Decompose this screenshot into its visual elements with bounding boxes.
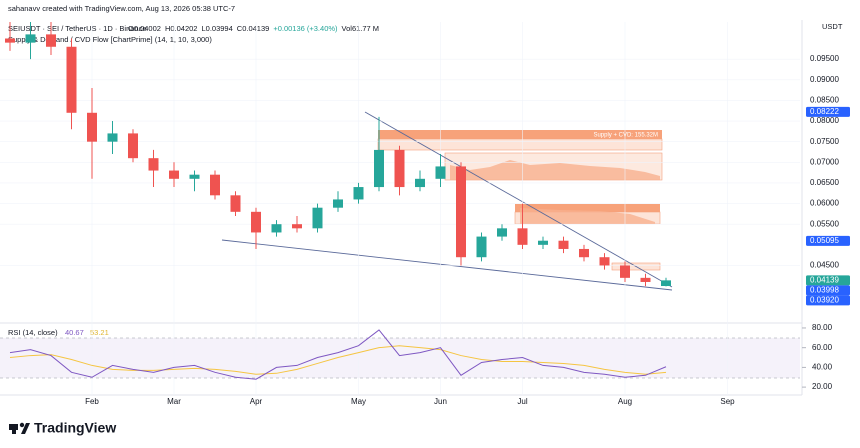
rsi-band [0, 338, 800, 378]
x-tick-label: Jun [434, 397, 447, 406]
credit: sahanavv created with TradingView.com, A… [8, 4, 235, 13]
ohlc-item: C0.04139 [237, 24, 270, 33]
candle-body [87, 112, 97, 142]
y-tick-label: 0.08000 [810, 116, 839, 125]
plot: 0.04500 0.05500 0.06000 0.06500 0.07000 0.075… [0, 22, 850, 406]
price-marker-label: 0.08222 [810, 107, 839, 116]
logo [9, 422, 30, 434]
candle-body [271, 224, 282, 233]
y-tick-label: 0.09000 [810, 75, 839, 84]
rsi-tick-label: 40.00 [812, 363, 833, 372]
candle-body [169, 170, 179, 179]
y-tick-label: 0.06500 [810, 178, 839, 187]
candle-body [497, 228, 507, 237]
y-tick-label: 0.09500 [810, 54, 839, 63]
zone-label: Supply + CVD: 155.32M [593, 133, 658, 139]
price-marker-label: 0.04139 [810, 275, 839, 284]
candle-body [394, 149, 405, 188]
x-tick-label: Feb [85, 397, 99, 406]
candle-body [5, 38, 15, 43]
candle-body [456, 166, 466, 258]
ohlc-item: O0.04002 [128, 24, 161, 33]
candle-body [230, 195, 241, 212]
price-marker-label: 0.03920 [810, 295, 839, 304]
candle-body [661, 280, 671, 287]
trendline [364, 111, 673, 288]
price-marker [806, 235, 850, 246]
symbol: SEIUSDT · SEI / TetherUS · 1D · Binance [8, 24, 147, 33]
candle-body [46, 34, 56, 47]
candle-body [538, 240, 548, 245]
price-marker [806, 295, 850, 306]
candle-body [189, 174, 200, 179]
price-marker-label: 0.03998 [810, 285, 839, 294]
candle-body [66, 46, 77, 113]
y-tick-label: 0.04500 [810, 261, 839, 270]
ohlc-readout: O0.04002 H0.04202 L0.03994 C0.04139 +0.00136… [128, 24, 379, 33]
candle-body [599, 257, 610, 266]
x-tick-label: May [351, 397, 366, 406]
brand: TradingView [34, 420, 116, 436]
rsi-title: RSI (14, close) [8, 328, 58, 337]
candles [5, 22, 671, 287]
candle-body [476, 236, 487, 258]
trendline [221, 239, 673, 291]
indicator: Supply & Demand / CVD Flow [ChartPrime] … [8, 35, 212, 44]
y-tick-label: 0.08500 [810, 96, 839, 105]
candle-body [620, 265, 630, 278]
y-tick-label: 0.07000 [810, 157, 839, 166]
ohlc-item: L0.03994 [201, 24, 232, 33]
rsi-tick-label: 80.00 [812, 323, 833, 332]
rsi-ma-value: 53.21 [90, 328, 109, 337]
rsi-tick-label: 20.00 [812, 382, 833, 391]
candle-body [374, 149, 384, 188]
candle-body [640, 277, 651, 282]
x-tick-label: Apr [250, 397, 263, 406]
price-marker [806, 275, 850, 286]
zone [377, 138, 663, 151]
candle-body [312, 207, 323, 229]
cvd-area [450, 160, 660, 180]
candle-body [148, 158, 159, 171]
candle-body [558, 240, 569, 249]
rsi-ma-line [9, 345, 667, 375]
rsi-value: 40.67 [65, 328, 84, 337]
x-tick-label: Mar [167, 397, 181, 406]
y-tick-label: 0.05500 [810, 219, 839, 228]
supply-zones: Supply + CVD: 155.32M [377, 130, 663, 271]
y-tick-label: 0.07500 [810, 137, 839, 146]
zone-top [515, 204, 660, 212]
y-tick-label: 0.06000 [810, 199, 839, 208]
ohlc-item: Vol61.77 M [342, 24, 380, 33]
price-marker [806, 285, 850, 296]
candle-body [292, 224, 302, 229]
candle-body [435, 166, 446, 179]
x-tick-label: Aug [618, 397, 632, 406]
x-tick-label: Sep [720, 397, 735, 406]
candle-body [333, 199, 343, 208]
candle-body [25, 34, 36, 43]
rsi-line [9, 329, 667, 380]
candle-body [353, 187, 364, 200]
currency: USDT [822, 22, 843, 31]
zone-top [378, 130, 662, 139]
candle-body [517, 228, 528, 245]
price-marker [806, 106, 850, 117]
x-tick-label: Jul [517, 397, 527, 406]
candle-body [128, 133, 138, 159]
price-marker-label: 0.05095 [810, 236, 839, 245]
candle-body [107, 133, 118, 142]
ohlc-item: H0.04202 [165, 24, 198, 33]
candle-body [251, 211, 261, 233]
rsi-tick-label: 60.00 [812, 343, 833, 352]
candle-body [210, 174, 220, 196]
ohlc-item: +0.00136 (+3.40%) [273, 24, 338, 33]
candle-body [579, 248, 589, 258]
candle-body [415, 178, 425, 188]
